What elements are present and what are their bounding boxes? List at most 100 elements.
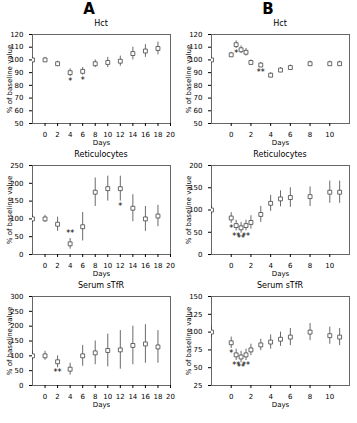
svg-text:% of baseline value: % of baseline value [6, 307, 14, 376]
svg-text:0: 0 [229, 393, 233, 401]
svg-text:80: 80 [194, 82, 203, 90]
svg-text:12: 12 [116, 262, 125, 270]
svg-text:20: 20 [166, 262, 175, 270]
svg-text:250: 250 [10, 162, 23, 170]
html-text:Hct: Hct [94, 19, 108, 28]
svg-text:100: 100 [10, 215, 24, 224]
svg-text:0: 0 [19, 251, 23, 259]
svg-text:0: 0 [43, 131, 47, 139]
svg-text:0: 0 [19, 382, 23, 390]
svg-text:100: 100 [10, 56, 24, 65]
svg-text:6: 6 [80, 131, 85, 139]
svg-text:18: 18 [153, 131, 162, 139]
svg-text:**: ** [54, 368, 62, 377]
svg-text:14: 14 [128, 393, 137, 401]
svg-text:2: 2 [55, 262, 59, 270]
svg-text:Days: Days [272, 139, 290, 147]
svg-text:Days: Days [272, 270, 290, 278]
svg-text:0: 0 [229, 262, 233, 270]
svg-text:50: 50 [15, 233, 24, 241]
svg-text:**: ** [242, 361, 250, 370]
svg-text:80: 80 [15, 82, 24, 90]
svg-text:12: 12 [116, 131, 125, 139]
svg-text:% of baseline value: % of baseline value [6, 176, 14, 245]
svg-text:70: 70 [194, 94, 203, 102]
svg-text:2: 2 [249, 131, 253, 139]
svg-text:16: 16 [141, 262, 150, 270]
svg-text:75: 75 [194, 346, 203, 354]
svg-text:10: 10 [325, 131, 334, 139]
svg-text:8: 8 [308, 131, 312, 139]
svg-text:4: 4 [68, 393, 73, 401]
svg-text:50: 50 [15, 120, 24, 128]
svg-text:8: 8 [308, 262, 312, 270]
svg-text:6: 6 [80, 262, 85, 270]
html-text:A: A [83, 0, 95, 18]
svg-text:14: 14 [128, 131, 137, 139]
svg-text:% of baseline value: % of baseline value [6, 45, 14, 114]
svg-text:10: 10 [325, 262, 334, 270]
svg-text:120: 120 [189, 31, 202, 39]
svg-text:200: 200 [10, 179, 24, 188]
svg-text:**: ** [242, 232, 250, 241]
svg-text:0: 0 [229, 131, 233, 139]
html-text:Reticulocytes: Reticulocytes [74, 150, 128, 159]
svg-text:150: 150 [189, 293, 202, 301]
svg-text:Days: Days [272, 401, 290, 409]
svg-text:% of baseline value: % of baseline value [185, 45, 193, 114]
svg-text:100: 100 [189, 56, 203, 65]
svg-text:*: * [68, 77, 72, 86]
svg-text:25: 25 [194, 382, 203, 390]
svg-text:*: * [81, 76, 85, 85]
svg-text:20: 20 [166, 131, 175, 139]
svg-text:% of baseline value: % of baseline value [185, 307, 193, 376]
svg-text:8: 8 [308, 393, 312, 401]
svg-text:Days: Days [93, 401, 111, 409]
svg-text:4: 4 [68, 131, 73, 139]
svg-text:16: 16 [141, 393, 150, 401]
svg-text:**: ** [66, 229, 74, 238]
svg-text:300: 300 [10, 293, 23, 301]
svg-text:70: 70 [15, 94, 24, 102]
svg-text:60: 60 [15, 107, 24, 115]
svg-text:**: ** [257, 68, 265, 77]
svg-text:90: 90 [194, 69, 203, 77]
svg-text:150: 150 [10, 197, 24, 206]
svg-text:2: 2 [55, 131, 59, 139]
svg-text:10: 10 [103, 262, 113, 271]
html-text:B: B [262, 0, 274, 18]
svg-text:50: 50 [15, 367, 24, 375]
svg-text:110: 110 [189, 43, 203, 52]
svg-text:16: 16 [141, 131, 150, 139]
svg-text:2: 2 [249, 262, 253, 270]
svg-text:50: 50 [194, 364, 203, 372]
svg-text:4: 4 [68, 262, 73, 270]
svg-text:10: 10 [103, 131, 113, 140]
svg-text:12: 12 [116, 393, 125, 401]
svg-text:6: 6 [80, 393, 85, 401]
svg-text:110: 110 [10, 43, 24, 52]
svg-text:0: 0 [43, 262, 47, 270]
svg-text:90: 90 [15, 69, 24, 77]
svg-text:2: 2 [55, 393, 59, 401]
svg-text:2: 2 [249, 393, 253, 401]
svg-text:50: 50 [194, 228, 203, 236]
svg-text:10: 10 [325, 393, 334, 401]
svg-text:Days: Days [93, 270, 111, 278]
svg-text:50: 50 [194, 120, 203, 128]
svg-text:18: 18 [153, 393, 162, 401]
html-text:Hct: Hct [273, 19, 287, 28]
svg-text:20: 20 [166, 393, 175, 401]
svg-text:60: 60 [194, 107, 203, 115]
svg-text:*: * [118, 202, 122, 211]
svg-text:18: 18 [153, 262, 162, 270]
svg-text:*: * [229, 349, 233, 358]
svg-text:120: 120 [10, 31, 23, 39]
svg-text:0: 0 [43, 393, 47, 401]
svg-text:Days: Days [93, 139, 111, 147]
svg-text:*: * [234, 49, 238, 58]
svg-text:14: 14 [128, 262, 137, 270]
svg-text:0: 0 [198, 251, 202, 259]
svg-text:200: 200 [189, 162, 202, 170]
svg-text:% of baseline value: % of baseline value [185, 176, 193, 245]
